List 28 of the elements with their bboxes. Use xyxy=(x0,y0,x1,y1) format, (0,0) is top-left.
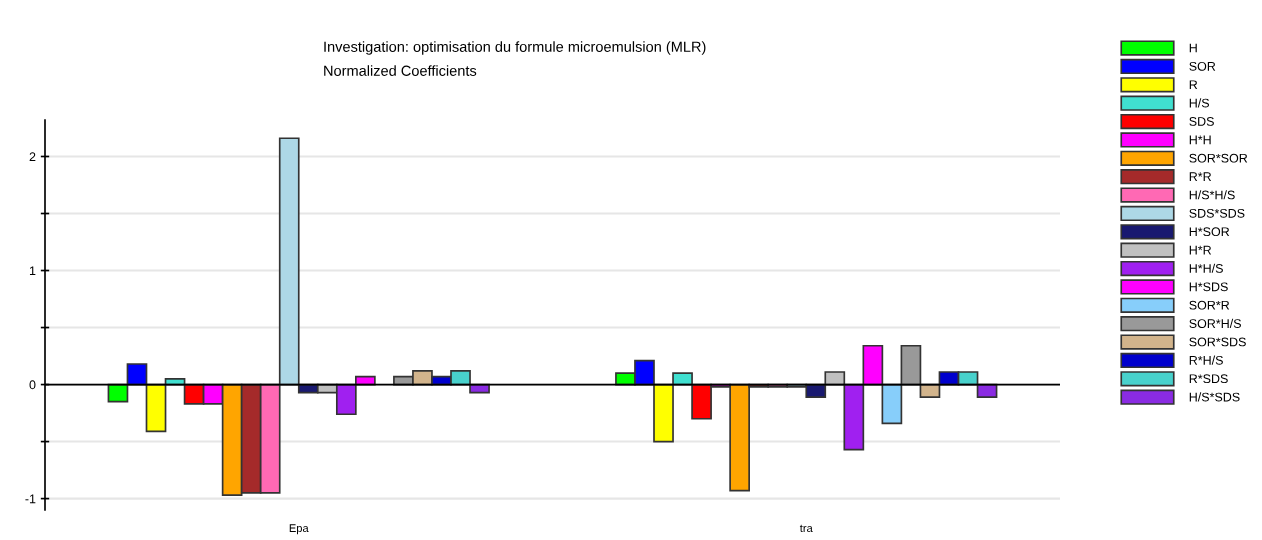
legend-label: H*H xyxy=(1189,135,1211,145)
y-tick-label: 1 xyxy=(29,266,36,276)
legend-label: R*R xyxy=(1189,172,1212,181)
y-tick-label: 2 xyxy=(29,152,36,162)
legend-label: R*SDS xyxy=(1189,374,1228,384)
legend-label: SOR*H/S xyxy=(1189,318,1241,328)
legend-label: SOR*SDS xyxy=(1189,337,1246,347)
legend-label: H*SDS xyxy=(1189,282,1228,292)
legend-label: H xyxy=(1189,43,1197,53)
legend-label: H*R xyxy=(1189,245,1212,255)
legend-label: H/S*H/S xyxy=(1189,190,1235,200)
y-tick-label: -1 xyxy=(25,494,36,504)
legend-label: SDS*SDS xyxy=(1189,208,1245,218)
legend-label: H*SOR xyxy=(1189,227,1230,237)
y-tick-label: 0 xyxy=(29,380,36,390)
legend-label: SOR xyxy=(1189,61,1216,71)
x-tick-label: Epa xyxy=(289,524,309,535)
legend-label: H*H/S xyxy=(1189,263,1223,273)
chart-subtitle: Normalized Coefficients xyxy=(324,65,477,76)
legend-label: R xyxy=(1189,80,1198,89)
legend-label: SDS xyxy=(1189,117,1214,126)
chart-title: Investigation: optimisation du formule microemulsion (MLR) xyxy=(324,41,706,55)
legend-label: SOR*SOR xyxy=(1189,153,1248,163)
legend-label: H/S*SDS xyxy=(1189,392,1240,402)
legend-label: R*H/S xyxy=(1189,355,1223,365)
legend-label: SOR*R xyxy=(1189,300,1230,310)
legend-label: H/S xyxy=(1189,98,1210,108)
x-tick-label: tra xyxy=(799,524,813,533)
